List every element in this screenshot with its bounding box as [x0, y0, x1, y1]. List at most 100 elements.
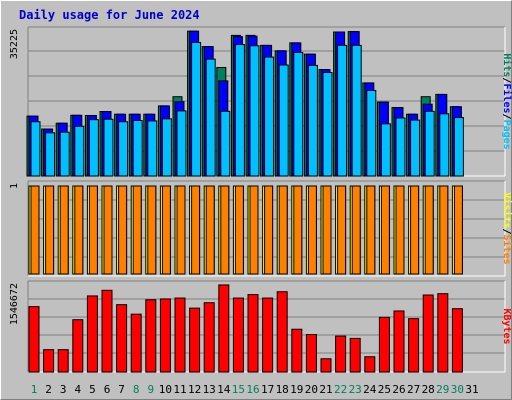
sites-bar: [453, 185, 463, 275]
sites-bar: [191, 185, 201, 275]
x-tick-label: 3: [60, 383, 67, 396]
pages-bar: [161, 118, 172, 177]
pages-bar: [220, 110, 231, 177]
kbytes-bar: [72, 319, 84, 373]
x-tick-label: 17: [261, 383, 274, 396]
pages-bar: [45, 132, 56, 177]
pages-bar: [322, 72, 333, 177]
pages-bar: [103, 118, 114, 177]
kbytes-bar: [174, 297, 186, 373]
hits-panel-legend: Hits/Files/Pages: [501, 53, 512, 149]
sites-bar: [103, 185, 113, 275]
x-tick-label: 27: [407, 383, 420, 396]
sites-bar: [234, 185, 244, 275]
kbytes-bar: [130, 313, 142, 373]
kbytes-bar: [203, 302, 215, 373]
kbytes-bar: [364, 356, 376, 373]
hits-panel-legend-entry: Files: [501, 83, 512, 113]
kbytes-bar: [451, 308, 463, 373]
sites-bar: [88, 185, 98, 275]
visits-panel-legend-entry: Visits: [501, 192, 512, 228]
pages-bar: [278, 64, 289, 177]
sites-bar: [220, 185, 230, 275]
x-tick-label: 14: [217, 383, 231, 396]
sites-bar: [307, 185, 317, 275]
visits-panel-legend-entry: /: [501, 228, 512, 234]
kbytes-bar: [320, 358, 332, 373]
hits-panel-legend-entry: /: [501, 77, 512, 83]
x-tick-label: 23: [349, 383, 362, 396]
hits-panel-legend-entry: Hits: [501, 53, 512, 77]
pages-bar: [191, 41, 202, 177]
x-tick-label: 5: [89, 383, 96, 396]
x-tick-label: 22: [334, 383, 347, 396]
pages-bar: [249, 45, 260, 177]
kbytes-bar: [86, 295, 98, 373]
pages-bar: [337, 44, 348, 177]
kbytes-bar: [218, 284, 230, 373]
sites-bar: [293, 185, 303, 275]
x-tick-label: 10: [159, 383, 172, 396]
sites-bar: [380, 185, 390, 275]
x-tick-label: 19: [290, 383, 303, 396]
sites-bar: [59, 185, 69, 275]
pages-bar: [293, 51, 304, 177]
kbytes-bar: [232, 297, 244, 373]
x-tick-label: 7: [118, 383, 125, 396]
kbytes-panel-y-max-label: 1546672: [9, 283, 20, 325]
pages-bar: [395, 117, 406, 177]
x-tick-label: 16: [246, 383, 259, 396]
kbytes-bar: [291, 328, 303, 373]
x-tick-label: 28: [422, 383, 435, 396]
pages-bar: [453, 117, 464, 177]
x-tick-label: 25: [378, 383, 391, 396]
kbytes-panel-legend: KBytes: [501, 308, 512, 344]
x-tick-label: 4: [74, 383, 81, 396]
kbytes-bar: [262, 297, 274, 373]
visits-panel-legend: Visits/Sites: [501, 192, 512, 264]
pages-bar: [380, 123, 391, 177]
sites-bar: [278, 185, 288, 275]
pages-bar: [234, 44, 245, 177]
kbytes-bar: [116, 304, 128, 373]
x-tick-label: 8: [133, 383, 140, 396]
sites-bar: [366, 185, 376, 275]
kbytes-bar: [378, 316, 390, 373]
sites-bar: [118, 185, 128, 275]
kbytes-bar: [393, 310, 405, 373]
sites-bar: [45, 185, 55, 275]
kbytes-panel-legend-entry: KBytes: [501, 308, 512, 344]
kbytes-bar: [247, 294, 259, 373]
sites-bar: [205, 185, 215, 275]
sites-bar: [132, 185, 142, 275]
sites-bar: [410, 185, 420, 275]
kbytes-bar: [408, 318, 420, 373]
sites-bar: [351, 185, 361, 275]
kbytes-bar: [28, 306, 40, 373]
x-tick-label: 9: [147, 383, 154, 396]
kbytes-bar: [101, 289, 113, 373]
kbytes-bar: [43, 349, 55, 373]
x-tick-label: 13: [203, 383, 216, 396]
pages-bar: [351, 44, 362, 177]
pages-bar: [88, 119, 99, 177]
kbytes-bar: [349, 337, 361, 373]
kbytes-bar: [437, 293, 449, 373]
chart-title: Daily usage for June 2024: [19, 8, 200, 22]
sites-bar: [147, 185, 157, 275]
kbytes-bar: [422, 294, 434, 373]
x-tick-label: 29: [436, 383, 449, 396]
sites-bar: [74, 185, 84, 275]
hits-panel-legend-entry: Pages: [501, 120, 512, 150]
sites-bar: [176, 185, 186, 275]
sites-bar: [30, 185, 40, 275]
x-tick-label: 20: [305, 383, 318, 396]
sites-bar: [322, 185, 332, 275]
x-tick-label: 30: [451, 383, 464, 396]
kbytes-bar: [145, 299, 157, 373]
x-tick-label: 1: [31, 383, 38, 396]
x-tick-label: 11: [173, 383, 186, 396]
x-tick-label: 6: [104, 383, 111, 396]
x-tick-label: 21: [319, 383, 332, 396]
